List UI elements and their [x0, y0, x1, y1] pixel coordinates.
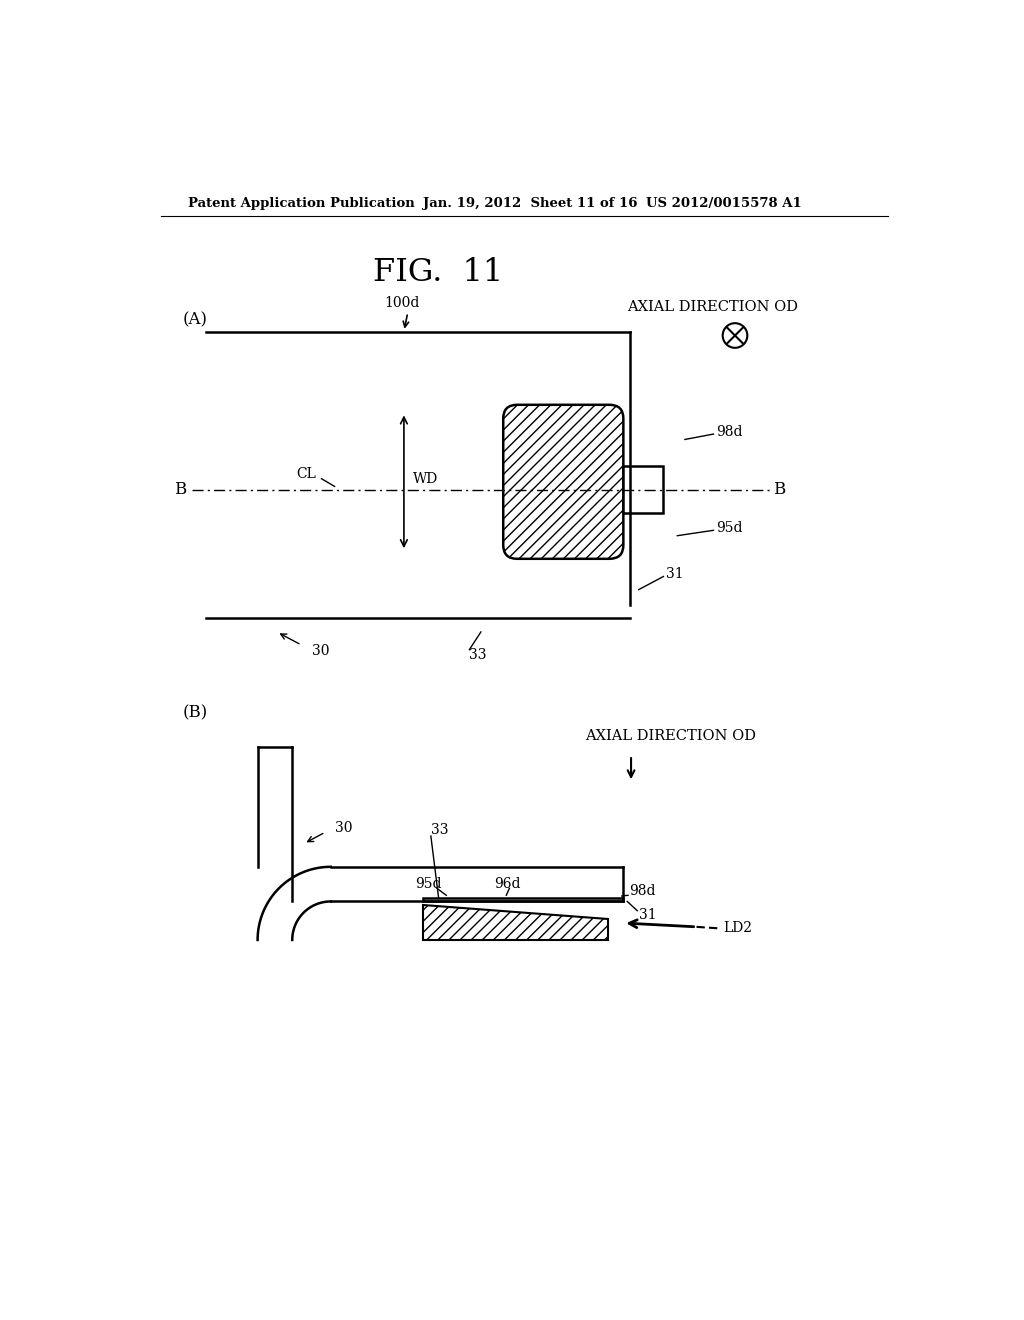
Text: B: B	[773, 480, 785, 498]
Text: AXIAL DIRECTION OD: AXIAL DIRECTION OD	[585, 729, 756, 743]
Text: (B): (B)	[183, 705, 208, 721]
Text: Jan. 19, 2012  Sheet 11 of 16: Jan. 19, 2012 Sheet 11 of 16	[423, 197, 638, 210]
Text: AXIAL DIRECTION OD: AXIAL DIRECTION OD	[628, 300, 799, 314]
Text: US 2012/0015578 A1: US 2012/0015578 A1	[646, 197, 802, 210]
Text: FIG.  11: FIG. 11	[374, 257, 504, 288]
Text: 100d: 100d	[385, 296, 420, 310]
Text: 95d: 95d	[716, 521, 742, 535]
Text: 33: 33	[431, 822, 449, 837]
Text: 98d: 98d	[630, 884, 656, 899]
Text: 31: 31	[639, 908, 656, 923]
Text: 98d: 98d	[716, 425, 742, 438]
Text: LD2: LD2	[724, 921, 753, 936]
FancyBboxPatch shape	[503, 405, 624, 558]
Text: 33: 33	[469, 648, 486, 663]
Text: 95d: 95d	[416, 876, 442, 891]
Text: WD: WD	[413, 471, 438, 486]
Text: 31: 31	[666, 568, 683, 581]
Text: CL: CL	[296, 467, 316, 480]
Text: 30: 30	[335, 821, 352, 836]
Bar	[423, 898, 624, 902]
Bar	[624, 466, 664, 512]
Text: 30: 30	[311, 644, 329, 659]
Text: Patent Application Publication: Patent Application Publication	[188, 197, 415, 210]
Text: B: B	[174, 480, 186, 498]
Text: 96d: 96d	[494, 876, 520, 891]
Text: (A): (A)	[183, 312, 208, 329]
Polygon shape	[423, 906, 608, 940]
